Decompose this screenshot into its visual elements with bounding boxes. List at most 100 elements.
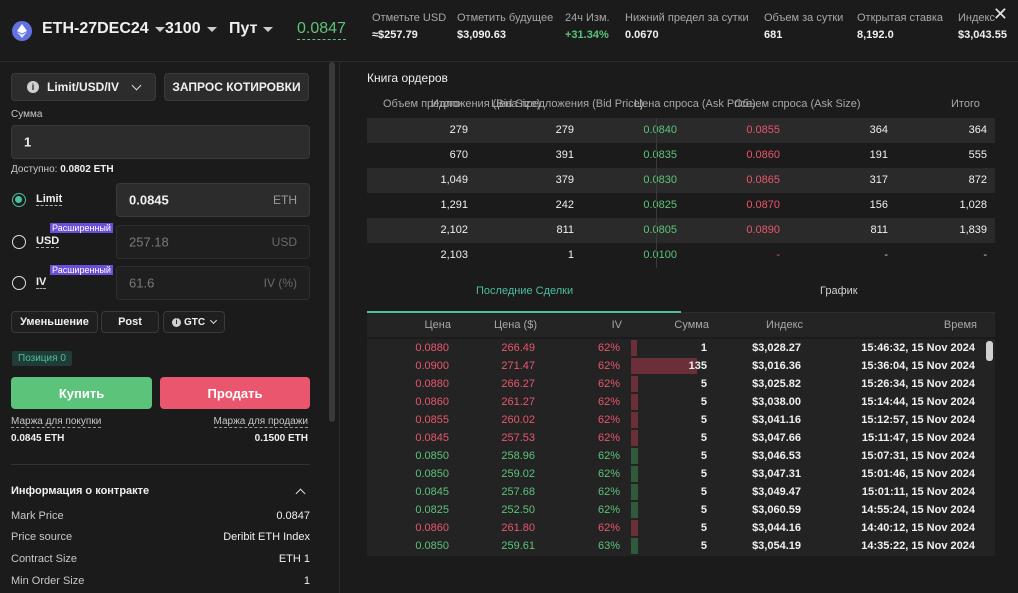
- trade-cell-time: 15:11:47, 15 Nov 2024: [861, 432, 975, 444]
- trade-cell-price: 0.0900: [415, 360, 449, 372]
- orderbook-cell-bid: 0.0805: [643, 224, 677, 236]
- orderbook-row[interactable]: 2,103 1 0.0100 - - -: [367, 243, 995, 268]
- advanced-tag: Расширенный: [50, 223, 113, 233]
- orderbook-row[interactable]: 670 391 0.0835 0.0860 191 555: [367, 143, 995, 168]
- order-form-scrollbar[interactable]: [329, 62, 335, 422]
- trade-amount-bar: [631, 394, 638, 410]
- trade-cell-usd: 257.68: [501, 486, 535, 498]
- limit-radio[interactable]: [12, 193, 26, 207]
- orderbook-cell-ask-size: -: [884, 249, 888, 261]
- option-type-value: Пут: [229, 20, 258, 37]
- buy-button[interactable]: Купить: [11, 377, 152, 409]
- trade-cell-time: 15:26:34, 15 Nov 2024: [861, 378, 975, 390]
- orderbook-cell-ask: 0.0855: [746, 124, 780, 136]
- orderbook-row[interactable]: 1,291 242 0.0825 0.0870 156 1,028: [367, 193, 995, 218]
- tab-chart[interactable]: График: [820, 285, 858, 297]
- trade-cell-iv: 62%: [597, 342, 620, 354]
- orderbook-cell-bid-size: 1: [567, 249, 574, 261]
- usd-radio[interactable]: [12, 235, 26, 249]
- trade-row[interactable]: 0.0860 261.27 62% 5 $3,038.00 15:14:44, 15 No…: [367, 393, 985, 411]
- trade-cell-usd: 266.49: [501, 342, 535, 354]
- orderbook-cell-bid: 0.0840: [643, 124, 677, 136]
- orderbook-table: 279 279 0.0840 0.0855 364 364 670 391 0.0835 0.08…: [367, 118, 995, 268]
- orderbook-cell-bid-size: 379: [555, 174, 574, 186]
- trade-row[interactable]: 0.0850 259.02 62% 5 $3,047.31 15:01:46, 15 No…: [367, 465, 985, 483]
- reduce-only-button[interactable]: Уменьшение: [11, 311, 98, 333]
- buy-margin-value: 0.0845 ETH: [11, 433, 65, 444]
- trade-cell-iv: 62%: [597, 468, 620, 480]
- chevron-up-icon[interactable]: [295, 488, 306, 499]
- post-only-button[interactable]: Post: [101, 311, 159, 333]
- stat-mark-future: Отметить будущее $3,090.63: [457, 12, 554, 41]
- trades-scrollbar[interactable]: [986, 341, 993, 361]
- last-price: 0.0847: [297, 20, 346, 40]
- buy-margin-label: Маржа для покупки: [11, 416, 102, 428]
- sell-margin-value: 0.1500 ETH: [254, 433, 308, 444]
- trade-row[interactable]: 0.0860 261.80 62% 5 $3,044.16 14:40:12, 15 No…: [367, 519, 985, 537]
- orderbook-row[interactable]: 1,049 379 0.0830 0.0865 317 872: [367, 168, 995, 193]
- trade-cell-usd: 261.80: [501, 522, 535, 534]
- order-type-dropdown[interactable]: i Limit/USD/IV: [11, 73, 156, 101]
- trade-cell-iv: 62%: [597, 450, 620, 462]
- iv-input[interactable]: 61.6 IV (%): [116, 266, 310, 300]
- orderbook-header-ask-size: Объем спроса (Ask Size): [734, 98, 861, 110]
- contract-info-row: Price source Deribit ETH Index: [11, 531, 310, 543]
- instrument-selector[interactable]: ETH-27DEC24: [42, 20, 165, 38]
- active-tab-indicator: [367, 311, 681, 313]
- tab-recent-trades[interactable]: Последние Сделки: [476, 285, 574, 297]
- trade-cell-index: $3,054.19: [752, 540, 801, 552]
- stat-open-interest: Открытая ставка 8,192.0: [857, 12, 944, 41]
- trade-amount-bar: [631, 538, 638, 554]
- orderbook-cell-total-bid: 2,102: [440, 224, 468, 236]
- trade-row[interactable]: 0.0825 252.50 62% 5 $3,060.59 14:55:24, 15 No…: [367, 501, 985, 519]
- trade-cell-time: 14:35:22, 15 Nov 2024: [861, 540, 975, 552]
- market-panel: Книга ордеров Объем предложения (Bid Siz…: [341, 62, 1018, 593]
- trades-header-amount: Сумма: [674, 319, 709, 331]
- time-in-force-dropdown[interactable]: i GTC: [163, 311, 225, 333]
- trade-row[interactable]: 0.0880 266.27 62% 5 $3,025.82 15:26:34, 15 No…: [367, 375, 985, 393]
- trade-amount-bar: [631, 448, 638, 464]
- orderbook-cell-bid-size: 279: [555, 124, 574, 136]
- trade-cell-usd: 260.02: [501, 414, 535, 426]
- iv-radio[interactable]: [12, 276, 26, 290]
- limit-price-input[interactable]: 0.0845 ETH: [116, 183, 310, 217]
- option-type-selector[interactable]: Пут: [229, 20, 274, 38]
- trade-cell-price: 0.0855: [415, 414, 449, 426]
- stat-24h-low: Нижний предел за сутки 0.0670: [625, 12, 749, 41]
- trade-row[interactable]: 0.0845 257.68 62% 5 $3,049.47 15:01:11, 15 No…: [367, 483, 985, 501]
- trade-cell-price: 0.0860: [415, 522, 449, 534]
- trade-amount-bar: [631, 466, 638, 482]
- orderbook-row[interactable]: 279 279 0.0840 0.0855 364 364: [367, 118, 995, 143]
- trade-cell-iv: 62%: [597, 432, 620, 444]
- trade-row[interactable]: 0.0845 257.53 62% 5 $3,047.66 15:11:47, 15 No…: [367, 429, 985, 447]
- trade-row[interactable]: 0.0900 271.47 62% 135 $3,016.36 15:36:04, 15 …: [367, 357, 985, 375]
- orderbook-row[interactable]: 2,102 811 0.0805 0.0890 811 1,839: [367, 218, 995, 243]
- trade-row[interactable]: 0.0850 259.61 63% 5 $3,054.19 14:35:22, 15 No…: [367, 537, 985, 555]
- trade-cell-index: $3,044.16: [752, 522, 801, 534]
- trade-row[interactable]: 0.0880 266.49 62% 1 $3,028.27 15:46:32, 15 No…: [367, 339, 985, 357]
- trade-cell-usd: 271.47: [501, 360, 535, 372]
- close-icon[interactable]: ✕: [992, 4, 1008, 24]
- trade-cell-index: $3,038.00: [752, 396, 801, 408]
- trade-cell-iv: 62%: [597, 522, 620, 534]
- sell-button[interactable]: Продать: [160, 377, 310, 409]
- usd-price-input[interactable]: 257.18 USD: [116, 225, 310, 259]
- trade-cell-price: 0.0825: [415, 504, 449, 516]
- request-quote-button[interactable]: ЗАПРОС КОТИРОВКИ: [164, 73, 309, 101]
- trade-amount-bar: [631, 340, 637, 356]
- orderbook-cell-ask-size: 156: [869, 199, 888, 211]
- orderbook-cell-ask-size: 317: [869, 174, 888, 186]
- trade-amount-bar: [631, 430, 638, 446]
- trades-header-usd: Цена ($): [494, 319, 537, 331]
- contract-info-row: Min Order Size 1: [11, 575, 310, 587]
- trade-cell-time: 15:07:31, 15 Nov 2024: [861, 450, 975, 462]
- amount-input[interactable]: 1: [11, 125, 310, 159]
- strike-selector[interactable]: 3100: [165, 20, 217, 38]
- trade-cell-index: $3,041.16: [752, 414, 801, 426]
- trade-cell-time: 15:14:44, 15 Nov 2024: [861, 396, 975, 408]
- trades-header-iv: IV: [611, 319, 622, 331]
- orderbook-cell-total-bid: 1,291: [440, 199, 468, 211]
- trade-row[interactable]: 0.0850 258.96 62% 5 $3,046.53 15:07:31, 15 No…: [367, 447, 985, 465]
- stat-24h-volume: Объем за сутки 681: [764, 12, 844, 41]
- trade-row[interactable]: 0.0855 260.02 62% 5 $3,041.16 15:12:57, 15 No…: [367, 411, 985, 429]
